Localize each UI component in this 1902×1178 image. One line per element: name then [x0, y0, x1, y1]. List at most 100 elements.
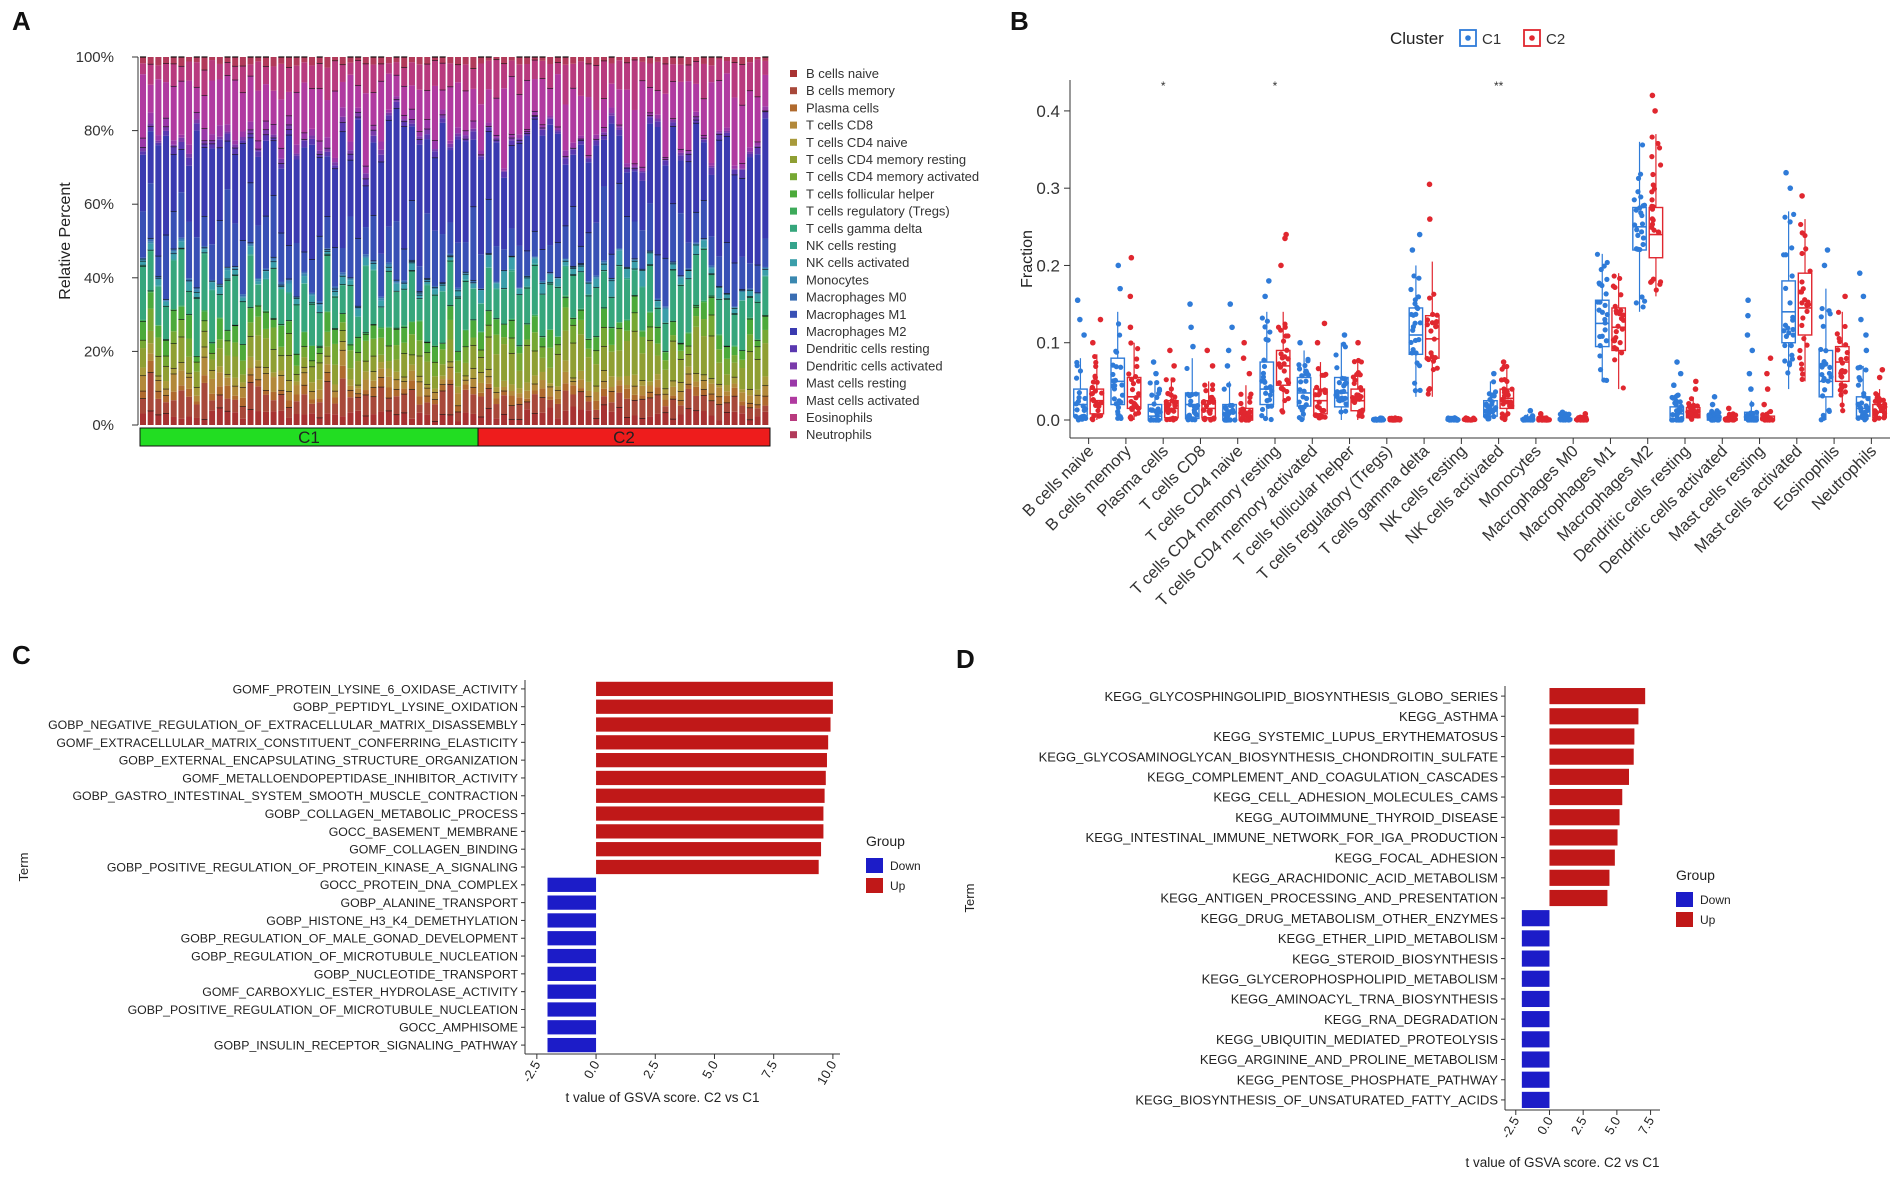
panel-a-bar-segment [624, 330, 631, 342]
panel-a-bar-segment [155, 380, 162, 391]
panel-b-significance-mark: ** [1494, 79, 1504, 93]
panel-a-bar-segment [163, 63, 170, 83]
panel-a-bar-segment [408, 119, 415, 124]
panel-a-bar-segment [631, 399, 638, 416]
panel-a-bar-gap [338, 57, 340, 425]
panel-a-bar-gap [361, 57, 363, 425]
panel-a-bar-segment [570, 385, 577, 395]
panel-a-bar-segment [170, 416, 177, 425]
panel-a-bar-segment [416, 375, 423, 382]
panel-a-bar-segment [193, 361, 200, 372]
panel-a-bar-segment [478, 396, 485, 417]
panel-a-y-tick-label: 80% [84, 123, 114, 140]
panel-c-term-label: GOBP_PEPTIDYL_LYSINE_OXIDATION [293, 700, 518, 714]
panel-a-bar-segment [470, 68, 477, 89]
panel-a-bar-segment [508, 320, 515, 338]
panel-a-bar-segment [562, 330, 569, 361]
panel-b-outlier-c2 [1842, 293, 1848, 300]
panel-a-bar-segment [285, 292, 293, 294]
panel-b-outlier-c1 [1416, 231, 1423, 238]
panel-a-bar-segment [531, 118, 538, 231]
panel-a-bar-segment [616, 89, 623, 125]
panel-b-outlier-c1 [1745, 312, 1751, 319]
panel-c-y-axis-title: Term [16, 853, 31, 882]
panel-a-bar-segment [662, 63, 669, 94]
panel-b-point-c2 [1095, 407, 1101, 414]
panel-b-outlier-c2 [1652, 108, 1658, 114]
panel-a-bar-segment [516, 287, 523, 289]
panel-a-bar-segment [216, 366, 223, 373]
panel-a-bar-segment [624, 163, 631, 167]
panel-a-bar-segment [193, 123, 200, 131]
panel-a-bar-segment [577, 308, 585, 310]
panel-a-bar-segment [362, 360, 369, 372]
panel-b-point-c1 [1303, 378, 1309, 384]
panel-a-bar-segment [485, 199, 492, 254]
panel-a-bar-segment [501, 63, 508, 89]
panel-a-bar-gap [376, 57, 379, 425]
panel-a-bar-segment [447, 253, 454, 256]
panel-a-bar-gap [476, 57, 479, 425]
panel-a-bar-segment [439, 291, 446, 292]
panel-c-bar-down [547, 913, 597, 928]
panel-a-bar-segment [616, 127, 623, 130]
panel-b-outlier-c1 [1225, 347, 1232, 354]
panel-a-bar-segment [662, 412, 669, 425]
panel-a-y-tick-label: 0% [92, 417, 114, 434]
panel-a-bar-segment [285, 380, 293, 392]
panel-a-bar-segment [539, 78, 546, 125]
panel-b-point-c1 [1486, 416, 1492, 422]
panel-b-point-c2 [1842, 323, 1848, 330]
panel-a-bar-segment [247, 368, 254, 375]
panel-b-point-c1 [1269, 388, 1275, 394]
panel-a-bar-segment [746, 297, 754, 318]
panel-a-bar-segment [408, 259, 415, 262]
panel-b-point-c1 [1341, 388, 1347, 394]
panel-a-bar-segment [478, 382, 485, 393]
panel-a-bar-segment [662, 160, 669, 166]
panel-b-point-c2 [1238, 391, 1244, 397]
panel-a-bar-segment [731, 168, 738, 170]
panel-a-bar-segment [508, 337, 515, 354]
panel-a-bar-segment [339, 64, 346, 82]
panel-a-bar-segment [462, 384, 469, 390]
panel-a-bar-segment [155, 79, 162, 136]
panel-a-bar-segment [539, 249, 546, 281]
panel-b-point-c1 [1417, 320, 1423, 326]
panel-a-bar-segment [339, 272, 346, 275]
panel-b-point-c1 [1782, 342, 1788, 349]
panel-a-bar-segment [462, 271, 469, 274]
panel-a-bar-segment [408, 380, 415, 390]
panel-a-bar-segment [754, 293, 761, 295]
panel-a-bar-segment [140, 413, 147, 425]
panel-a-bar-gap [514, 57, 517, 425]
panel-b-point-c2 [1839, 402, 1845, 408]
panel-a-bar-segment [378, 326, 385, 329]
panel-a-bar-segment [585, 381, 592, 391]
panel-a-legend-label: Mast cells activated [806, 393, 919, 408]
panel-b-point-c2 [1322, 414, 1328, 420]
panel-a-bar-segment [700, 336, 707, 375]
panel-a-bar-segment [332, 364, 339, 385]
panel-a-bar-segment [562, 295, 569, 298]
panel-a-bar-segment [316, 154, 323, 158]
panel-a-bar-segment [393, 414, 400, 425]
panel-b-box-c2 [1834, 345, 1850, 383]
panel-a-bar-segment [508, 269, 515, 272]
panel-a-bar-segment [216, 285, 223, 294]
panel-a-bar-segment [554, 403, 561, 419]
panel-a-legend-swatch [790, 242, 797, 249]
panel-a-bar-segment [754, 394, 761, 405]
panel-a-bar-gap [576, 57, 578, 425]
panel-a-bar-segment [708, 378, 715, 384]
panel-b-point-c1 [1074, 407, 1080, 413]
panel-a-bar-segment [408, 85, 415, 109]
panel-b-outlier-c1 [1266, 278, 1272, 284]
panel-a-bar-segment [309, 303, 316, 346]
panel-a-bar-segment [147, 131, 154, 184]
panel-a-bar-segment [554, 287, 561, 337]
panel-a-bar-segment [147, 112, 154, 124]
panel-a-bar-segment [554, 344, 561, 354]
panel-a-bar-segment [209, 393, 216, 401]
panel-a-bar-segment [431, 60, 439, 86]
